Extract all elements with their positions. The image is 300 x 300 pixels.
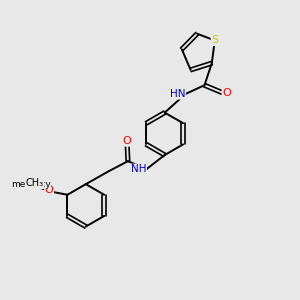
Text: NH: NH [131, 164, 146, 174]
Text: HN: HN [170, 89, 185, 99]
Text: CH₃: CH₃ [26, 178, 44, 188]
Text: O: O [123, 136, 131, 146]
Text: methoxy: methoxy [11, 180, 50, 189]
Text: S: S [211, 35, 218, 46]
Text: O: O [222, 88, 231, 98]
Text: O: O [45, 185, 54, 195]
